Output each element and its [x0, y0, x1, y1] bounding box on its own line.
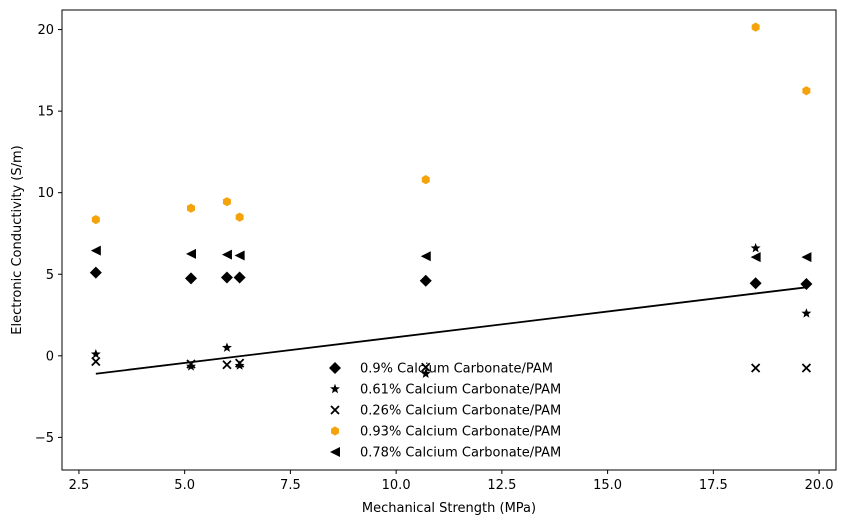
legend-marker-triangle-left [330, 447, 340, 457]
legend-label: 0.26% Calcium Carbonate/PAM [360, 404, 561, 419]
series-3 [91, 356, 812, 373]
data-point-hexagon [421, 175, 430, 185]
data-point-triangle-left [750, 252, 761, 263]
legend-marker-x [330, 405, 340, 415]
data-point-x [751, 363, 761, 373]
x-tick-label: 5.0 [174, 478, 195, 493]
x-tick-label: 17.5 [699, 478, 728, 493]
y-tick-label: 10 [37, 186, 54, 201]
data-point-diamond [233, 271, 246, 284]
data-point-diamond [185, 272, 197, 285]
legend: 0.9% Calcium Carbonate/PAM 0.61% Calcium … [329, 362, 561, 461]
data-point-triangle-left [90, 245, 101, 256]
legend-marker-star [330, 383, 340, 394]
data-point-star [186, 361, 196, 371]
y-tick-label: 15 [37, 105, 54, 120]
data-point-star [801, 308, 812, 318]
x-tick-label: 12.5 [487, 478, 516, 493]
data-point-star [234, 360, 245, 370]
series-2 [90, 242, 812, 378]
data-point-diamond [749, 277, 762, 290]
data-point-triangle-left [186, 248, 196, 259]
data-point-star [420, 368, 431, 378]
series-5 [90, 245, 812, 263]
legend-marker-diamond [329, 362, 341, 374]
x-tick-label: 2.5 [69, 478, 90, 493]
data-point-x [235, 358, 245, 368]
plot-area [89, 22, 813, 378]
data-point-hexagon [235, 212, 244, 222]
data-point-star [90, 348, 101, 359]
trend-line [95, 286, 807, 375]
legend-label: 0.61% Calcium Carbonate/PAM [360, 383, 561, 398]
legend-marker-hexagon [331, 426, 339, 436]
data-point-hexagon [802, 86, 811, 96]
data-point-triangle-left [801, 252, 812, 263]
data-point-x [186, 359, 196, 369]
data-point-hexagon [187, 203, 195, 213]
data-point-diamond [800, 278, 813, 291]
data-point-x [91, 356, 101, 367]
axes: 2.5 5.0 7.5 10.0 12.5 15.0 17.5 20.0 −5 0 5 10 15 20 [35, 9, 837, 493]
series-1 [89, 266, 813, 291]
y-tick-label: −5 [35, 431, 54, 446]
series-4 [91, 22, 811, 225]
y-tick-label: 20 [37, 23, 54, 38]
data-point-hexagon [91, 215, 100, 225]
legend-label: 0.78% Calcium Carbonate/PAM [360, 446, 561, 461]
data-point-triangle-left [234, 250, 245, 261]
y-tick-label: 0 [46, 349, 54, 364]
data-point-hexagon [751, 22, 760, 32]
data-point-star [750, 242, 761, 253]
data-point-triangle-left [221, 249, 232, 260]
y-axis-label: Electronic Conductivity (S/m) [10, 145, 25, 335]
data-point-star [222, 342, 232, 352]
x-tick-label: 20.0 [805, 478, 834, 493]
data-point-triangle-left [420, 251, 431, 262]
data-point-hexagon [222, 197, 231, 207]
data-point-x [222, 360, 232, 370]
y-tick-label: 5 [46, 268, 54, 283]
plot-frame [61, 9, 837, 471]
x-tick-label: 10.0 [382, 478, 411, 493]
x-tick-label: 7.5 [280, 478, 301, 493]
legend-label: 0.93% Calcium Carbonate/PAM [360, 425, 561, 440]
x-tick-label: 15.0 [593, 478, 622, 493]
data-point-diamond [419, 274, 432, 287]
data-point-x [421, 362, 431, 372]
data-point-diamond [220, 271, 233, 284]
data-point-x [801, 363, 812, 373]
x-axis-label: Mechanical Strength (MPa) [362, 501, 536, 516]
data-point-diamond [89, 266, 102, 279]
legend-label: 0.9% Calcium Carbonate/PAM [360, 362, 553, 377]
